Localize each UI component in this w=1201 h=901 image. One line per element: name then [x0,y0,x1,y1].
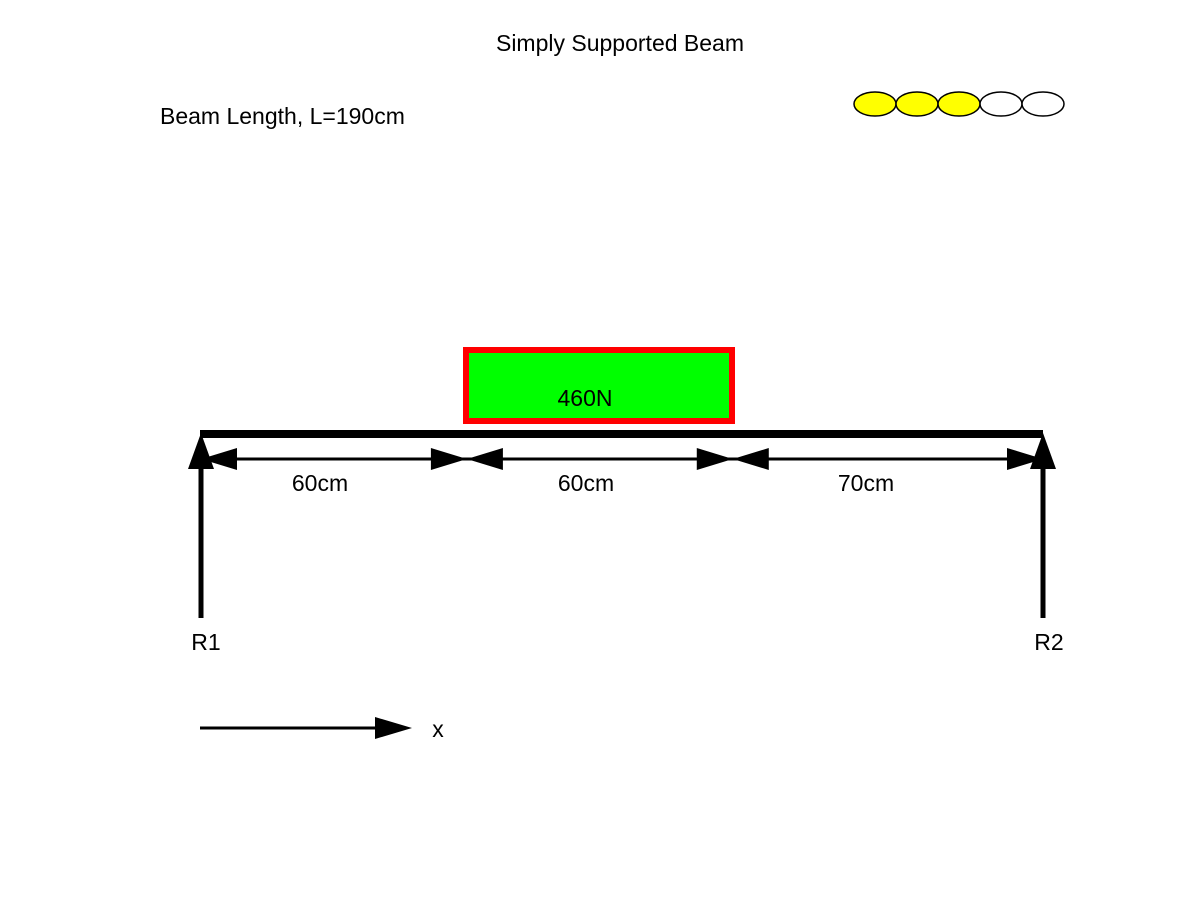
progress-dot-empty [979,91,1023,117]
dimension-arrowhead [696,448,733,470]
segment-label-3: 70cm [838,470,894,496]
progress-dot-filled [853,91,897,117]
dimension-arrowhead [732,448,769,470]
dimension-arrowhead [1007,448,1043,470]
beam-length-label: Beam Length, L=190cm [160,103,405,129]
progress-dot-empty [1021,91,1065,117]
segment-label-2: 60cm [558,470,614,496]
progress-dot-filled [895,91,939,117]
distributed-load-block [463,347,735,424]
load-label: 460N [558,385,613,411]
reaction-arrow-r1 [188,433,214,618]
reaction-label-r1: R1 [191,629,220,655]
x-axis-label: x [432,716,444,742]
diagram-title: Simply Supported Beam [496,30,744,56]
progress-dot-filled [937,91,981,117]
segment-label-1: 60cm [292,470,348,496]
dimension-arrowhead [466,448,503,470]
x-direction-arrow [200,717,412,739]
dimension-arrowhead [430,448,467,470]
dimension-arrows [201,448,1043,470]
reaction-label-r2: R2 [1034,629,1063,655]
progress-indicator [853,91,1065,117]
dimension-arrowhead [201,448,237,470]
reaction-arrow-r2 [1030,433,1056,618]
